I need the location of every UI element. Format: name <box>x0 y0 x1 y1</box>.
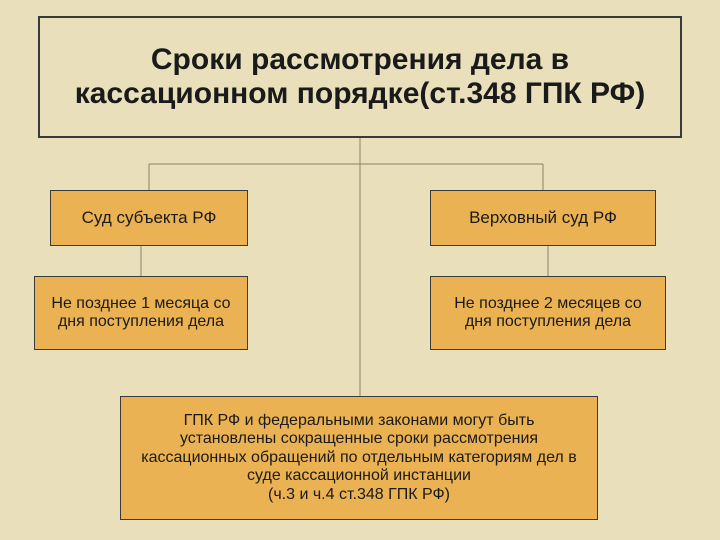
right-branch-box-2: Не позднее 2 месяцев со дня поступления … <box>430 276 666 350</box>
left-branch-box-1: Суд субъекта РФ <box>50 190 248 246</box>
left-branch-box-2: Не позднее 1 месяца со дня поступления д… <box>34 276 248 350</box>
bottom-note-box: ГПК РФ и федеральными законами могут быт… <box>120 396 598 520</box>
diagram-canvas: Сроки рассмотрения дела в кассационном п… <box>0 0 720 540</box>
title-box: Сроки рассмотрения дела в кассационном п… <box>38 16 682 138</box>
right-branch-box-1: Верховный суд РФ <box>430 190 656 246</box>
